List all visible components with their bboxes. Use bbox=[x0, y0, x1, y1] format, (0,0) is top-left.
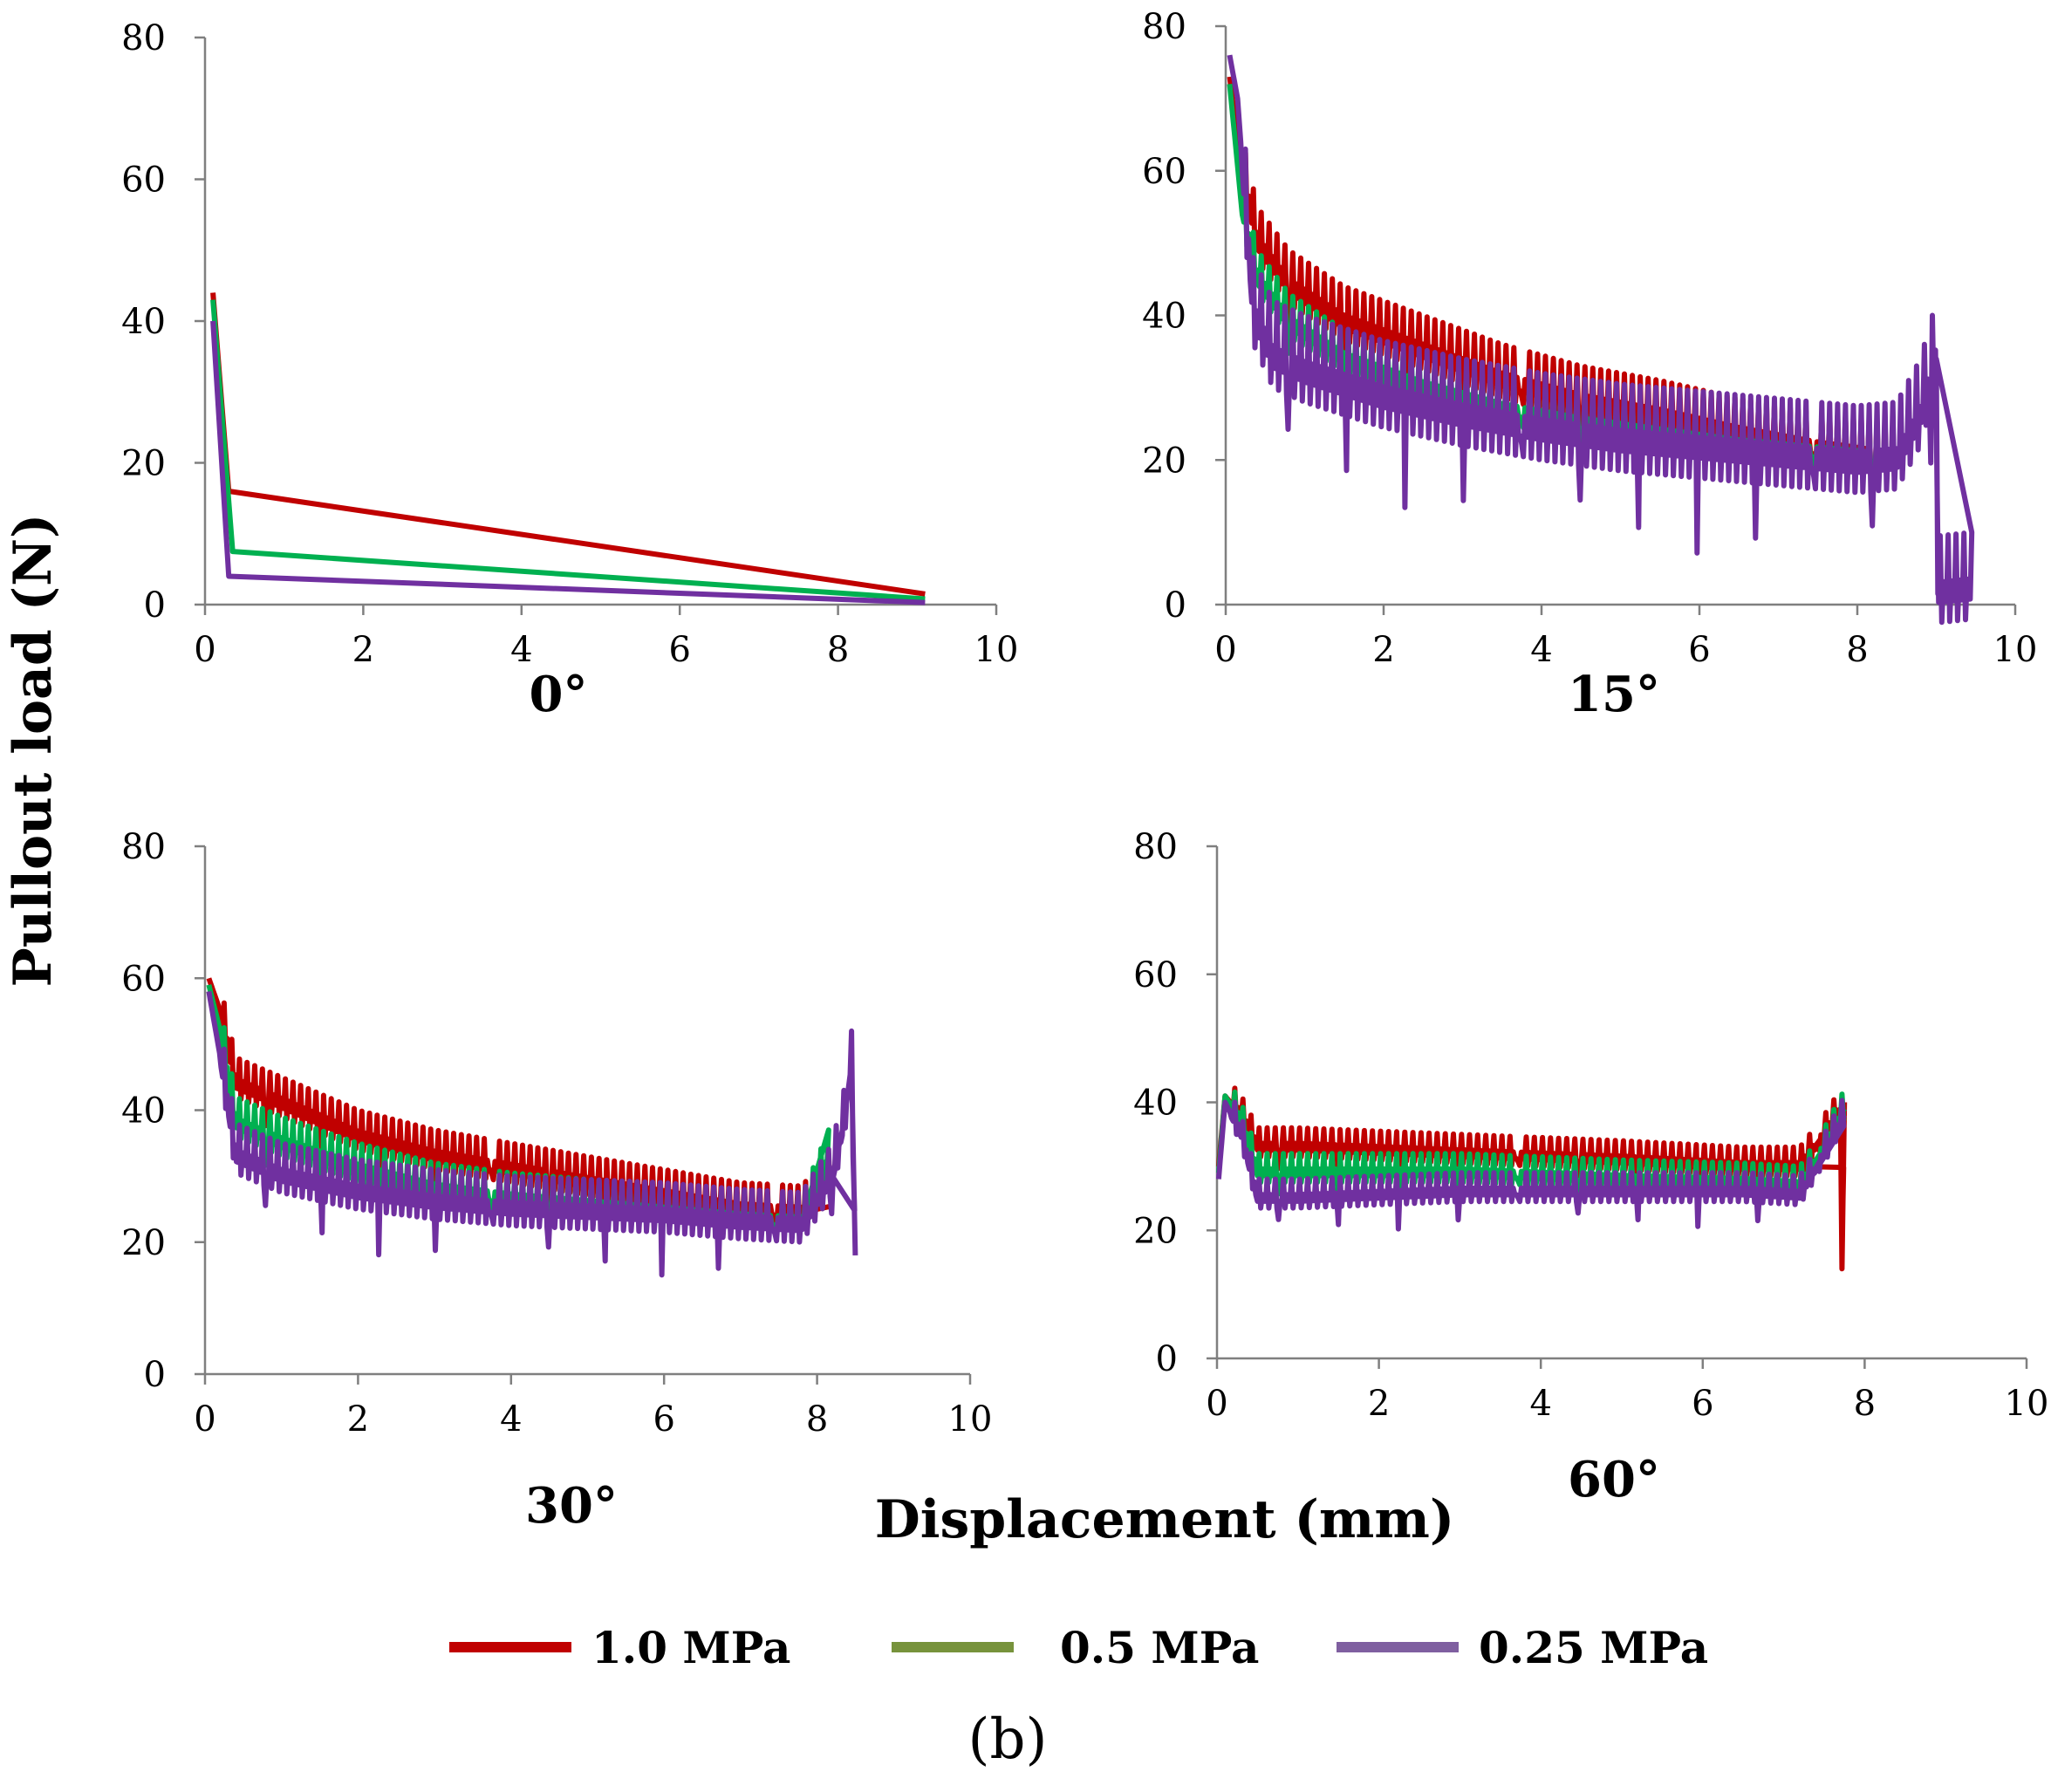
y-tick-label: 40 bbox=[1142, 297, 1186, 337]
y-tick-label: 0 bbox=[144, 585, 166, 626]
y-tick-label: 80 bbox=[121, 18, 166, 58]
x-tick-label: 2 bbox=[1368, 1384, 1390, 1424]
x-tick-label: 4 bbox=[1530, 630, 1552, 670]
x-tick-label: 6 bbox=[653, 1399, 674, 1440]
figure-label: (b) bbox=[968, 1707, 1048, 1772]
x-tick-label: 6 bbox=[1692, 1384, 1713, 1424]
x-tick-label: 0 bbox=[194, 1399, 215, 1440]
x-tick-label: 8 bbox=[827, 630, 849, 670]
y-tick-label: 80 bbox=[1142, 7, 1186, 47]
panel-title: 15° bbox=[1568, 666, 1660, 723]
x-tick-label: 2 bbox=[352, 630, 374, 670]
x-tick-label: 4 bbox=[500, 1399, 522, 1440]
panel-0deg: 0 20 40 60 80 0 2 4 6 8 10 0° bbox=[121, 18, 1018, 723]
x-tick-label: 4 bbox=[1529, 1384, 1551, 1424]
x-tick-label: 0 bbox=[194, 630, 215, 670]
y-tick-label: 0 bbox=[1156, 1339, 1178, 1379]
series-line-0-25-mpa bbox=[1215, 1098, 1847, 1232]
y-tick-label: 40 bbox=[1133, 1084, 1178, 1124]
series-line-0-25-mpa bbox=[206, 990, 858, 1278]
y-tick-label: 0 bbox=[144, 1355, 166, 1395]
x-tick-label: 6 bbox=[1688, 630, 1710, 670]
series-line-0-25-mpa bbox=[1227, 54, 1975, 626]
y-tick-label: 40 bbox=[121, 302, 166, 342]
series-line-0-5-mpa bbox=[210, 299, 926, 602]
panel-title: 60° bbox=[1568, 1451, 1660, 1508]
legend-label-2: 0.5 MPa bbox=[1060, 1622, 1259, 1673]
x-tick-label: 10 bbox=[1993, 630, 2038, 670]
x-tick-label: 8 bbox=[806, 1399, 828, 1440]
y-tick-label: 0 bbox=[1165, 585, 1186, 626]
panel-30deg: 0 20 40 60 80 0 2 4 6 8 10 30° bbox=[121, 827, 992, 1535]
y-tick-label: 20 bbox=[121, 1223, 166, 1263]
x-tick-label: 10 bbox=[974, 630, 1019, 670]
y-tick-label: 20 bbox=[1133, 1211, 1178, 1251]
x-tick-label: 2 bbox=[1372, 630, 1394, 670]
y-tick-label: 20 bbox=[121, 444, 166, 484]
x-tick-label: 10 bbox=[2005, 1384, 2049, 1424]
panel-15deg: 0 20 40 60 80 0 2 4 6 8 10 15° bbox=[1142, 7, 2037, 723]
y-tick-label: 80 bbox=[1133, 827, 1178, 867]
series-line-1-0-mpa bbox=[210, 292, 926, 597]
x-tick-label: 10 bbox=[948, 1399, 993, 1440]
y-tick-label: 40 bbox=[121, 1091, 166, 1132]
panel-title: 30° bbox=[525, 1477, 618, 1535]
y-tick-label: 20 bbox=[1142, 441, 1186, 481]
x-tick-label: 6 bbox=[668, 630, 690, 670]
y-tick-label: 80 bbox=[121, 827, 166, 867]
y-tick-label: 60 bbox=[121, 959, 166, 999]
x-tick-label: 0 bbox=[1206, 1384, 1227, 1424]
panel-title: 0° bbox=[530, 666, 588, 723]
y-axis-label: Pullout load (N) bbox=[3, 514, 64, 988]
x-tick-label: 8 bbox=[1854, 1384, 1876, 1424]
x-tick-label: 0 bbox=[1214, 630, 1236, 670]
y-tick-label: 60 bbox=[1142, 152, 1186, 192]
x-axis-label: Displacement (mm) bbox=[875, 1489, 1455, 1550]
legend: 1.0 MPa 0.5 MPa 0.25 MPa bbox=[449, 1622, 1708, 1673]
x-tick-label: 4 bbox=[510, 630, 532, 670]
series-line-0-25-mpa bbox=[210, 320, 926, 605]
panel-60deg: 0 20 40 60 80 0 2 4 6 8 10 60° bbox=[1133, 827, 2048, 1508]
x-tick-label: 8 bbox=[1846, 630, 1868, 670]
y-tick-label: 60 bbox=[1133, 955, 1178, 995]
legend-label-1: 1.0 MPa bbox=[591, 1622, 790, 1673]
x-tick-label: 2 bbox=[347, 1399, 369, 1440]
legend-label-3: 0.25 MPa bbox=[1479, 1622, 1708, 1673]
y-tick-label: 60 bbox=[121, 161, 166, 201]
